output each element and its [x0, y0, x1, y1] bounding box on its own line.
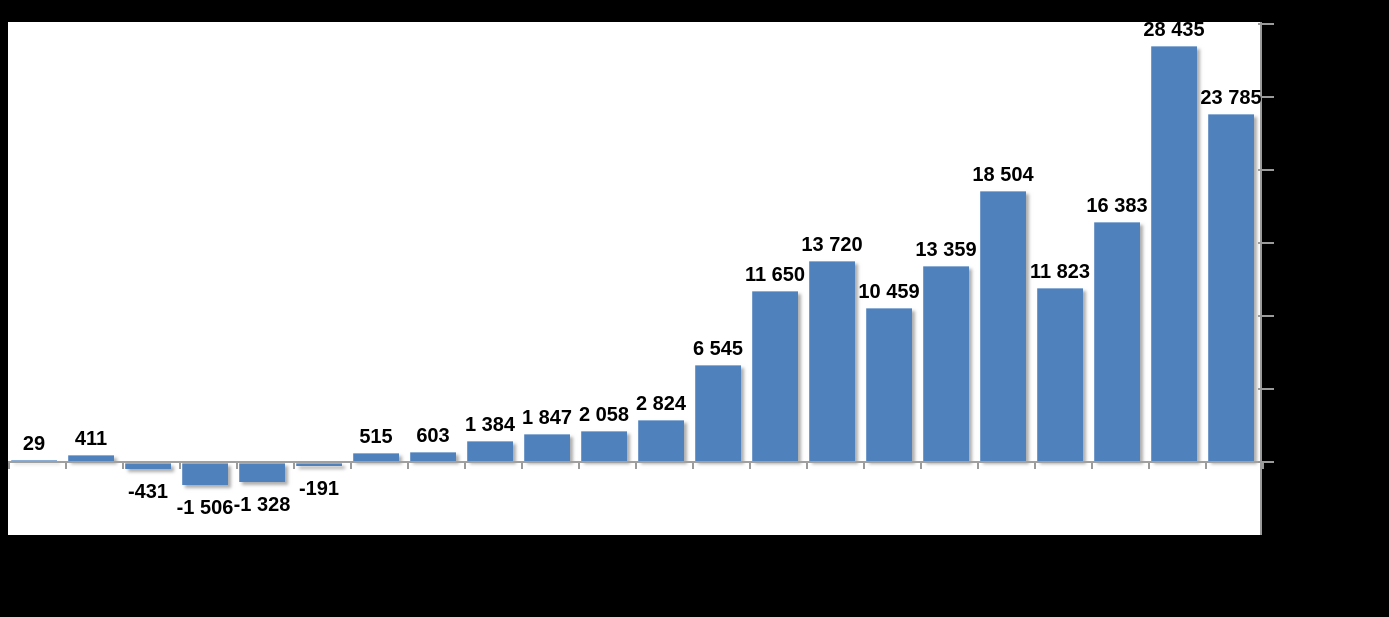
bar-value-label: 10 459	[858, 281, 920, 303]
x-axis-tick	[350, 463, 352, 469]
bar-value-label: 13 359	[915, 239, 977, 261]
bar	[752, 291, 798, 461]
bar-value-label: 1 847	[521, 407, 573, 429]
bar	[1094, 222, 1140, 461]
bar	[11, 460, 57, 461]
bar-value-label: 603	[416, 425, 450, 447]
bar-value-label: -191	[298, 478, 340, 500]
x-axis-tick	[1262, 463, 1264, 469]
bar-value-label: 2 058	[578, 404, 630, 426]
y-axis-tick	[1258, 23, 1274, 25]
bar-value-label: 13 720	[801, 234, 863, 256]
x-axis-line	[8, 461, 1262, 463]
x-axis-tick	[920, 463, 922, 469]
bar	[581, 431, 627, 461]
bar-value-label: 16 383	[1086, 195, 1148, 217]
bar	[809, 261, 855, 461]
bar	[467, 441, 513, 461]
bar	[125, 463, 171, 469]
bar-value-label: 2 824	[635, 393, 687, 415]
bar	[695, 365, 741, 461]
y-axis-tick	[1258, 315, 1274, 317]
bar	[1151, 46, 1197, 461]
x-axis-tick	[122, 463, 124, 469]
bar	[980, 191, 1026, 461]
y-axis-tick	[1258, 242, 1274, 244]
x-axis-tick	[1091, 463, 1093, 469]
x-axis-tick	[1034, 463, 1036, 469]
x-axis-tick	[635, 463, 637, 469]
x-axis-tick	[407, 463, 409, 469]
bar	[1037, 288, 1083, 461]
bar-value-label: -431	[127, 481, 169, 503]
y-axis-tick	[1258, 388, 1274, 390]
x-axis-tick	[1205, 463, 1207, 469]
x-axis-tick	[8, 463, 10, 469]
bar	[68, 455, 114, 461]
y-axis-tick	[1258, 169, 1274, 171]
bar	[353, 453, 399, 461]
bar-value-label: 6 545	[692, 338, 744, 360]
x-axis-tick	[293, 463, 295, 469]
bar-value-label: 23 785	[1200, 87, 1262, 109]
bar-value-label: -1 328	[233, 494, 291, 516]
bar-value-label: 411	[74, 428, 108, 450]
x-axis-tick	[1148, 463, 1150, 469]
y-axis-line	[1260, 22, 1262, 535]
bar	[410, 452, 456, 461]
bar	[296, 463, 342, 466]
bar	[923, 266, 969, 461]
bar-value-label: 11 823	[1029, 261, 1091, 283]
bar-value-label: 1 384	[464, 414, 516, 436]
x-axis-tick	[692, 463, 694, 469]
bar-value-label: 18 504	[972, 164, 1034, 186]
x-axis-tick	[806, 463, 808, 469]
x-axis-tick	[749, 463, 751, 469]
bar-value-label: -1 506	[176, 497, 234, 519]
bar-value-label: 28 435	[1143, 19, 1205, 41]
plot-area: 29 411 -431 -1 506 -1 328 -191 515 603 1 384 1 84…	[8, 19, 1274, 535]
y-axis-tick	[1258, 461, 1274, 463]
bar	[182, 463, 228, 485]
x-axis-tick	[977, 463, 979, 469]
bar-value-label: 11 650	[744, 264, 806, 286]
x-axis-tick	[179, 463, 181, 469]
x-axis-tick	[236, 463, 238, 469]
x-axis-tick	[65, 463, 67, 469]
bar	[1208, 114, 1254, 461]
x-axis-tick	[521, 463, 523, 469]
bar	[638, 420, 684, 461]
bar	[239, 463, 285, 482]
x-axis-tick	[863, 463, 865, 469]
bar	[866, 308, 912, 461]
x-axis-tick	[578, 463, 580, 469]
bar-value-label: 29	[22, 433, 46, 455]
bar	[524, 434, 570, 461]
x-axis-tick	[464, 463, 466, 469]
y-axis-tick	[1258, 96, 1274, 98]
bar-value-label: 515	[359, 426, 393, 448]
